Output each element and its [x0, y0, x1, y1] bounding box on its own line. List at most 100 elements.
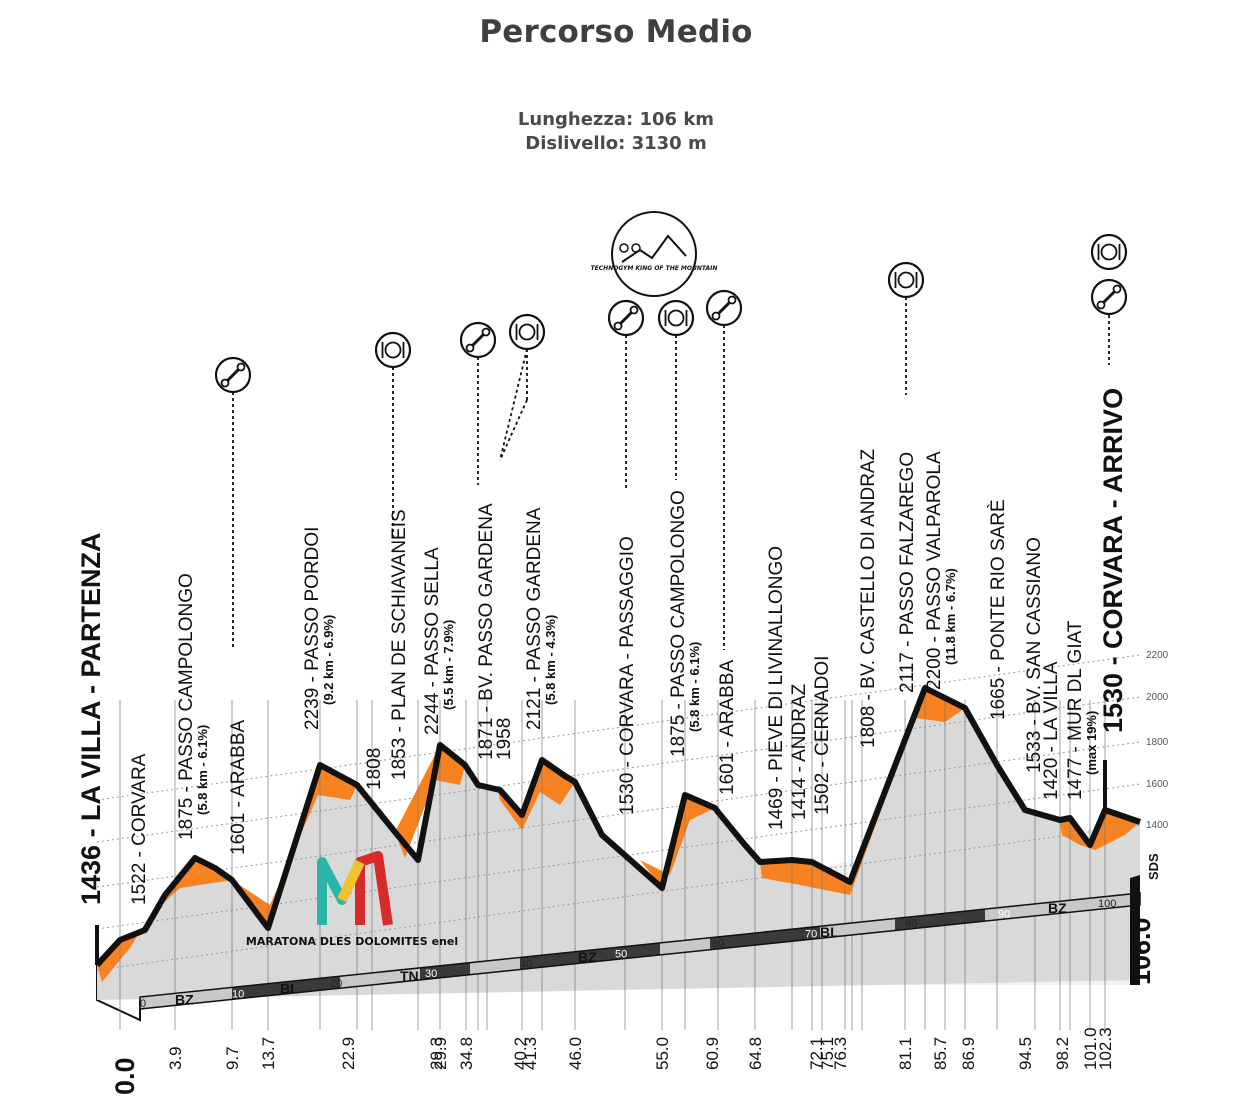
distance-tick-label: 40 — [520, 958, 532, 970]
distance-tick-label: 50 — [615, 948, 627, 960]
point-sublabel: (5.8 km - 6.1%) — [195, 725, 210, 815]
leader-line — [499, 399, 528, 461]
point-label: 2117 - PASSO FALZAREGO — [897, 452, 918, 693]
point-label: 1958 — [494, 718, 515, 760]
point-label: 1808 - BV. CASTELLO DI ANDRAZ — [858, 448, 879, 748]
point-km-label: 29.3 — [427, 1037, 446, 1070]
elevation-tick-label: 2200 — [1146, 650, 1169, 661]
food-stop-icon — [657, 299, 695, 337]
king-of-mountain-text: TECHNOGYM KING OF THE MOUNTAIN — [591, 265, 718, 272]
point-label: 1469 - PIEVE DI LIVINALLONGO — [766, 546, 787, 830]
km-band-segment — [710, 925, 820, 950]
repair-stop-icon — [214, 356, 252, 394]
point-label: 1665 - PONTE RIO SARÈ — [988, 499, 1009, 720]
point-label: 1875 - PASSO CAMPOLONGO — [176, 573, 197, 840]
distance-tick-label: 30 — [425, 968, 437, 980]
point-label: 1414 - ANDRAZ — [789, 683, 810, 820]
repair-stop-icon — [459, 321, 497, 359]
region-label: BZ — [1048, 900, 1067, 916]
distance-tick-label: 20 — [330, 978, 342, 990]
maratona-logo: MARATONA DLES DOLOMITES enel — [246, 851, 458, 948]
point-sublabel: (5.8 km - 6.1%) — [687, 642, 702, 732]
region-label: BL — [280, 980, 299, 996]
point-km-label: 75.1 — [818, 1037, 837, 1070]
distance-tick-label: 90 — [998, 908, 1010, 920]
finish-km-label: 106.0 — [1126, 917, 1156, 985]
repair-stop-icon — [607, 299, 645, 337]
elevation-gridline — [96, 654, 1141, 801]
point-km-label: 85.7 — [931, 1037, 950, 1070]
point-label: 2200 - PASSO VALPAROLA — [924, 451, 945, 690]
distance-tick-label: 0 — [140, 998, 146, 1010]
logo-text: MARATONA DLES DOLOMITES enel — [246, 935, 458, 948]
distance-tick-label: 100 — [1098, 898, 1116, 910]
start-label: 1436 - LA VILLA - PARTENZA — [76, 532, 106, 905]
distance-tick-label: 10 — [232, 988, 244, 1000]
point-sublabel: (11.8 km - 6.7%) — [943, 568, 958, 665]
elevation-gridline — [96, 741, 1141, 888]
km-band-segment — [232, 976, 340, 1000]
point-km-label: 29.9 — [431, 1037, 450, 1070]
point-label: 2121 - PASSO GARDENA — [524, 507, 545, 730]
point-km-label: 76.3 — [831, 1037, 850, 1070]
leader-line — [499, 348, 528, 461]
point-label: 1477 - MUR DL GIAT — [1065, 620, 1086, 800]
km-band-segment — [340, 967, 420, 989]
point-km-label: 81.1 — [896, 1037, 915, 1070]
profile-outline — [94, 685, 1141, 968]
food-stop-icon — [1090, 233, 1128, 271]
point-sublabel: (5.8 km - 4.3%) — [543, 615, 558, 705]
elevation-tick-label: 1800 — [1146, 737, 1169, 748]
km-band-segment — [820, 918, 895, 938]
km-band-segment — [895, 908, 985, 931]
food-stop-icon — [374, 331, 412, 369]
point-km-label: 13.7 — [259, 1037, 278, 1070]
finish-label: 1530 - CORVARA - ARRIVO — [1098, 388, 1128, 733]
climb-segment-1 — [97, 858, 232, 982]
point-km-label: 98.2 — [1053, 1037, 1072, 1070]
point-km-label: 86.9 — [959, 1037, 978, 1070]
climb-segment-7 — [1060, 810, 1140, 850]
point-sublabel: (max 19%) — [1084, 711, 1099, 775]
route-stats: Lunghezza: 106 km Dislivello: 3130 m — [0, 108, 1232, 156]
distance-tick-label: 60 — [712, 938, 724, 950]
distance-tick-label: 80 — [905, 918, 917, 930]
point-km-label: 9.7 — [223, 1046, 242, 1070]
elevation-gridline — [96, 783, 1141, 930]
start-km-label: 0.0 — [110, 1057, 140, 1095]
elevation-tick-label: 1400 — [1146, 820, 1169, 831]
point-km-label: 55.0 — [653, 1037, 672, 1070]
point-km-label: 34.8 — [457, 1037, 476, 1070]
point-label: 1420 - LA VILLA — [1041, 661, 1062, 800]
food-stop-icon — [887, 261, 925, 299]
region-label: TN — [400, 968, 419, 984]
point-label: 1875 - PASSO CAMPOLONGO — [668, 490, 689, 757]
point-sublabel: (5.5 km - 7.9%) — [441, 620, 456, 710]
climb-segment-5 — [640, 795, 715, 888]
region-label: BL — [820, 924, 839, 940]
point-label: 2239 - PASSO PORDOI — [302, 527, 323, 730]
climb-segment-3 — [395, 745, 465, 858]
point-label: 1530 - CORVARA - PASSAGGIO — [617, 536, 638, 815]
point-label: 1853 - PLAN DE SCHIAVANEIS — [389, 509, 410, 780]
point-km-label: 64.8 — [746, 1037, 765, 1070]
point-km-label: 101.0 — [1081, 1027, 1100, 1070]
point-label: 1533 - BV. SAN CASSIANO — [1024, 537, 1045, 773]
elevation-gridline — [96, 824, 1141, 971]
king-of-mountain-badge: TECHNOGYM KING OF THE MOUNTAIN — [591, 211, 718, 297]
region-label: BZ — [175, 991, 194, 1007]
distance-tick-label: 70 — [805, 929, 817, 941]
page-title: Percorso Medio — [479, 14, 753, 50]
point-km-label: 40.2 — [511, 1037, 530, 1070]
point-km-label: 41.3 — [521, 1037, 540, 1070]
point-sublabel: (9.2 km - 6.9%) — [321, 615, 336, 705]
point-km-label: 46.0 — [566, 1037, 585, 1070]
point-km-label: 102.3 — [1096, 1027, 1115, 1070]
point-label: 2244 - PASSO SELLA — [422, 547, 443, 735]
repair-stop-icon — [705, 289, 743, 327]
finish-marker-label: SDS — [1146, 853, 1161, 880]
elevation-gridline — [96, 696, 1141, 843]
km-band-segment — [985, 892, 1140, 921]
point-label: 1601 - ARABBA — [717, 659, 738, 795]
point-label: 1871 - BV. PASSO GARDENA — [476, 503, 497, 760]
